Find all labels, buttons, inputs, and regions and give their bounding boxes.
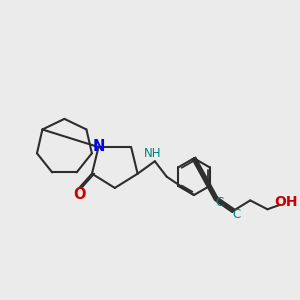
Text: C: C	[233, 208, 241, 221]
Text: NH: NH	[144, 147, 161, 161]
Text: C: C	[216, 196, 224, 209]
Text: OH: OH	[274, 196, 298, 209]
Text: O: O	[73, 187, 85, 202]
Text: N: N	[93, 139, 105, 154]
